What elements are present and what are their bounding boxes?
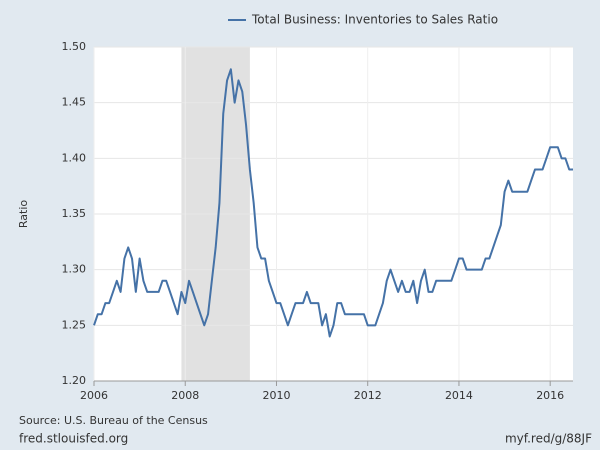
x-tick-label: 2014: [445, 389, 473, 402]
y-tick-label: 1.30: [62, 263, 87, 276]
y-tick-label: 1.20: [62, 374, 87, 387]
x-tick-label: 2016: [536, 389, 564, 402]
source: Source: U.S. Bureau of the Census: [19, 414, 208, 427]
y-tick-label: 1.40: [62, 151, 87, 164]
y-tick-label: 1.35: [62, 207, 87, 220]
x-tick-label: 2006: [80, 389, 108, 402]
x-tick-label: 2008: [171, 389, 199, 402]
x-tick-label: 2010: [262, 389, 290, 402]
y-tick-label: 1.45: [62, 96, 87, 109]
short-url: myf.red/g/88JF: [505, 432, 592, 446]
legend-label: Total Business: Inventories to Sales Rat…: [251, 13, 498, 27]
plot: 1.20 1.25 1.30 1.35 1.40 1.45 1.50 2006 2008 2010…: [62, 40, 573, 402]
y-tick-label: 1.25: [62, 318, 87, 331]
x-tick-label: 2012: [354, 389, 382, 402]
y-axis-label: Ratio: [17, 200, 30, 229]
data-line: [93, 68, 573, 338]
y-tick-label: 1.50: [62, 40, 87, 53]
site: fred.stlouisfed.org: [19, 432, 128, 446]
